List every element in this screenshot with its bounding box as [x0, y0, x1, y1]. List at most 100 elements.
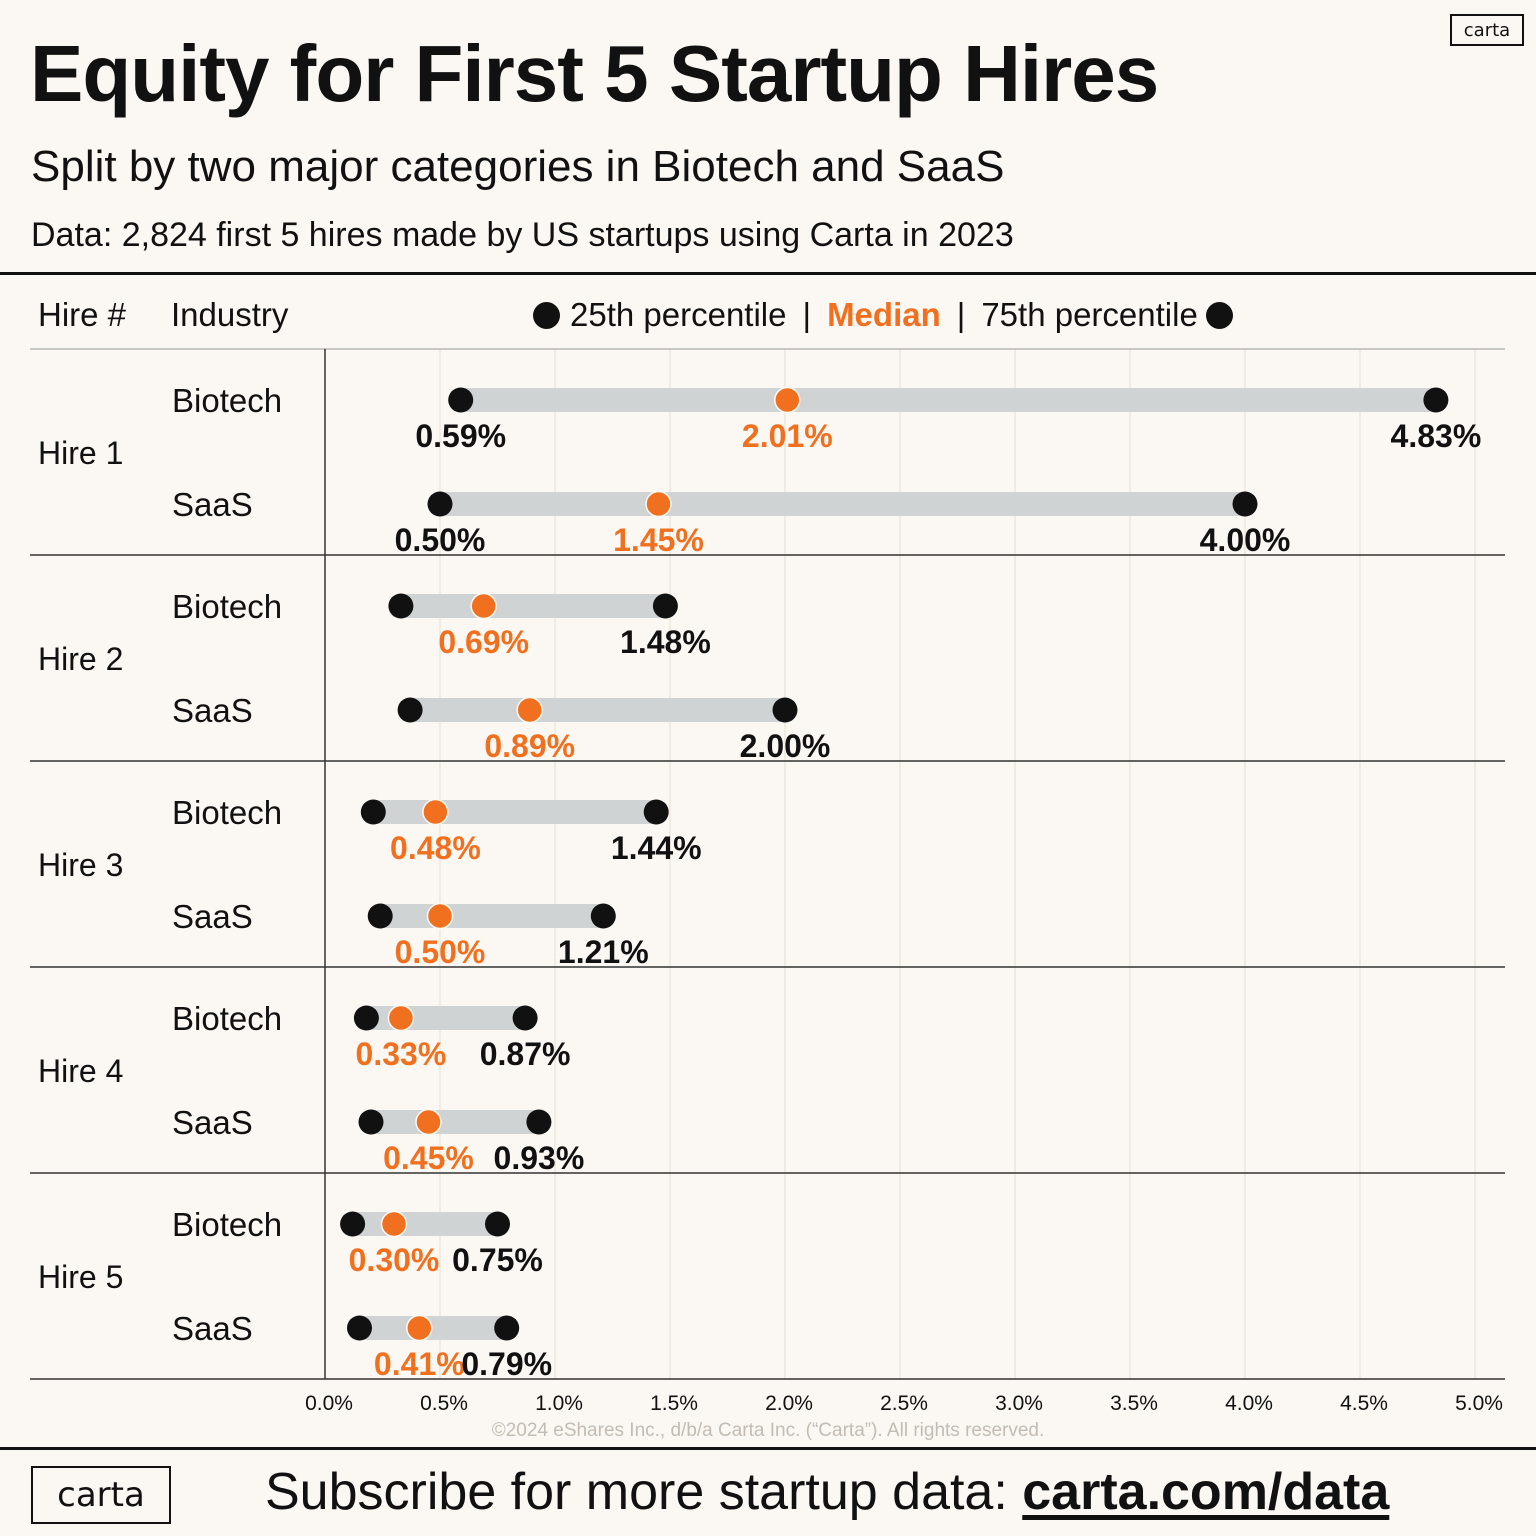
industry-label: Biotech: [172, 382, 282, 419]
median-value-label: 0.33%: [356, 1036, 447, 1072]
carta-logo: carta: [1450, 14, 1524, 46]
x-tick-label: 3.5%: [1110, 1392, 1158, 1415]
p75-value-label: 0.75%: [452, 1242, 543, 1278]
median-point: [380, 1210, 408, 1238]
median-value-label: 0.50%: [395, 934, 486, 970]
industry-label: SaaS: [172, 486, 253, 523]
median-point: [774, 386, 801, 414]
p25-point: [448, 387, 474, 413]
legend-dot-25th-icon: [533, 301, 560, 329]
industry-label: Biotech: [172, 794, 282, 831]
data-source-note: Data: 2,824 first 5 hires made by US sta…: [31, 216, 1014, 254]
x-tick-label: 4.0%: [1225, 1392, 1273, 1415]
industry-label: SaaS: [172, 1104, 253, 1141]
industry-label: SaaS: [172, 1310, 253, 1347]
p75-point: [652, 593, 678, 619]
x-tick-label: 3.0%: [995, 1392, 1043, 1415]
p75-point: [1423, 387, 1449, 413]
hire-label: Hire 4: [38, 1053, 123, 1089]
subscribe-cta: Subscribe for more startup data: carta.c…: [265, 1462, 1389, 1522]
p75-value-label: 1.44%: [611, 830, 702, 866]
p25-value-label: 0.50%: [395, 522, 486, 558]
p75-point: [772, 697, 798, 723]
p75-value-label: 4.83%: [1391, 418, 1482, 454]
cta-link[interactable]: carta.com/data: [1022, 1463, 1390, 1521]
p75-point: [485, 1211, 510, 1237]
p25-point: [397, 697, 423, 723]
hire-label: Hire 3: [38, 847, 123, 883]
carta-logo-footer: carta: [31, 1466, 171, 1524]
median-point: [415, 1108, 442, 1136]
p25-point: [427, 491, 453, 517]
p75-value-label: 0.93%: [494, 1140, 585, 1176]
median-value-label: 0.30%: [349, 1242, 440, 1278]
p25-point: [347, 1315, 372, 1341]
median-point: [406, 1314, 433, 1342]
legend-dot-75th-icon: [1205, 301, 1233, 329]
chart-subtitle: Split by two major categories in Biotech…: [31, 142, 1005, 191]
legend-75th-label: 75th percentile: [981, 296, 1198, 333]
p75-point: [494, 1315, 520, 1341]
x-tick-label: 5.0%: [1455, 1392, 1503, 1415]
median-point: [470, 592, 497, 620]
dumbbell-chart: Hire 1 Biotech 0.59% 2.01% 4.83% SaaS 0.50% 1.4…: [30, 348, 1505, 1415]
p25-point: [340, 1211, 366, 1237]
copyright-notice: ©2024 eShares Inc., d/b/a Carta Inc. (“C…: [491, 1420, 1045, 1441]
legend-separator: |: [956, 296, 966, 333]
p75-point: [643, 799, 669, 825]
p75-value-label: 4.00%: [1200, 522, 1291, 558]
p25-point: [388, 593, 414, 619]
legend-25th-label: 25th percentile: [570, 296, 787, 333]
p25-point: [367, 903, 393, 929]
industry-label: Biotech: [172, 588, 282, 625]
x-tick-label: 4.5%: [1340, 1392, 1388, 1415]
median-point: [422, 798, 449, 826]
median-point: [426, 902, 454, 930]
p75-point: [526, 1109, 552, 1135]
legend-separator: |: [802, 296, 812, 333]
p75-value-label: 1.48%: [620, 624, 711, 660]
industry-label: SaaS: [172, 692, 253, 729]
median-value-label: 0.69%: [438, 624, 529, 660]
p25-point: [360, 799, 386, 825]
x-tick-label: 2.5%: [880, 1392, 928, 1415]
median-value-label: 0.89%: [484, 728, 575, 764]
x-tick-label: 1.5%: [650, 1392, 698, 1415]
legend-median-label: Median: [827, 296, 941, 333]
p25-point: [358, 1109, 384, 1135]
p75-value-label: 1.21%: [558, 934, 649, 970]
p75-value-label: 2.00%: [740, 728, 831, 764]
industry-label: Biotech: [172, 1206, 282, 1243]
p75-point: [512, 1005, 538, 1031]
legend: 25th percentile | Median | 75th percenti…: [533, 296, 1233, 334]
p75-point: [590, 903, 616, 929]
median-value-label: 0.45%: [383, 1140, 474, 1176]
x-tick-label: 0.0%: [305, 1392, 353, 1415]
median-point: [387, 1004, 415, 1032]
chart-title: Equity for First 5 Startup Hires: [30, 29, 1159, 118]
cta-text: Subscribe for more startup data:: [265, 1463, 1023, 1521]
industry-label: SaaS: [172, 898, 253, 935]
p75-point: [1232, 491, 1258, 517]
median-point: [645, 490, 672, 518]
median-value-label: 0.48%: [390, 830, 481, 866]
industry-label: Biotech: [172, 1000, 282, 1037]
median-value-label: 2.01%: [742, 418, 833, 454]
p25-point: [353, 1005, 379, 1031]
header-divider: [0, 272, 1536, 275]
p25-value-label: 0.59%: [415, 418, 506, 454]
footer-divider: [0, 1447, 1536, 1450]
median-point: [516, 696, 543, 724]
p75-value-label: 0.79%: [461, 1346, 552, 1382]
median-value-label: 0.41%: [374, 1346, 465, 1382]
x-tick-label: 1.0%: [535, 1392, 583, 1415]
x-tick-label: 2.0%: [765, 1392, 813, 1415]
column-header-industry: Industry: [171, 296, 289, 333]
hire-label: Hire 5: [38, 1259, 123, 1295]
hire-label: Hire 2: [38, 641, 123, 677]
hire-label: Hire 1: [38, 435, 123, 471]
p75-value-label: 0.87%: [480, 1036, 571, 1072]
median-value-label: 1.45%: [613, 522, 704, 558]
column-header-hire: Hire #: [38, 296, 127, 333]
x-tick-label: 0.5%: [420, 1392, 468, 1415]
